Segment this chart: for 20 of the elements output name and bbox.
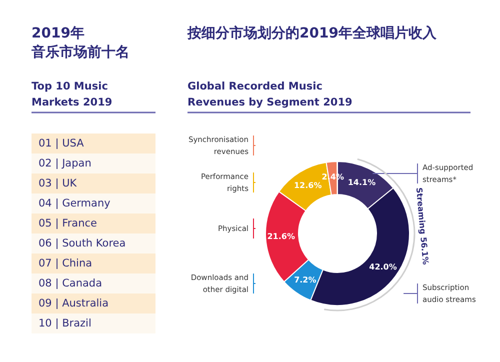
chart-subtitle: Global Recorded Music Revenues by Segment 2019 xyxy=(188,80,352,108)
text: 08 | Canada xyxy=(38,278,102,290)
text: 04 | Germany xyxy=(38,198,110,210)
text: 07 | China xyxy=(38,258,92,270)
text: Streaming 56.1% xyxy=(414,187,430,266)
text: 09 | Australia xyxy=(38,298,109,310)
text: 01 | USA xyxy=(38,138,85,150)
text: 03 | UK xyxy=(38,178,78,190)
data-label: 42.0% xyxy=(369,262,397,272)
text: 02 | Japan xyxy=(38,158,92,170)
text: 2019年音乐市场前十名 xyxy=(30,26,130,60)
text: 10 | Brazil xyxy=(38,318,92,330)
text: 06 | South Korea xyxy=(38,238,126,250)
data-label: 12.6% xyxy=(294,180,322,190)
data-label: 7.2% xyxy=(294,275,316,284)
data-label: 14.1% xyxy=(348,178,376,187)
text: 05 | France xyxy=(38,218,97,230)
text: Top 10 Music Markets 2019 xyxy=(32,80,112,108)
chart-title: 按细分市场划分的2019年全球唱片收入 xyxy=(186,24,438,42)
data-label: 21.6% xyxy=(267,232,295,242)
